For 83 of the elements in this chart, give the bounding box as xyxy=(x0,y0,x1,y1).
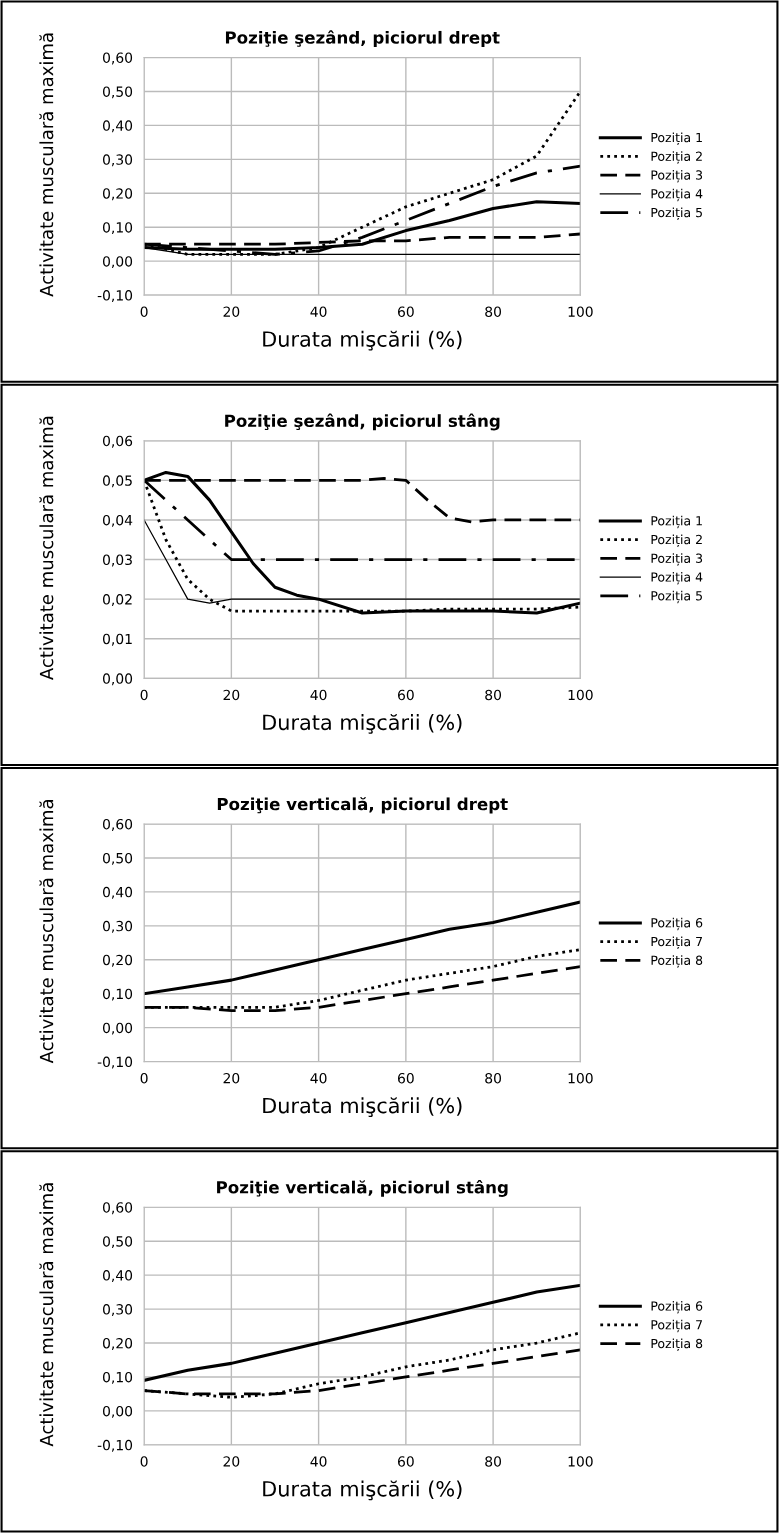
legend-label: Poziția 5 xyxy=(651,207,702,221)
y-tick-label: 0,30 xyxy=(103,920,133,933)
y-tick-label: 0,40 xyxy=(103,1270,133,1283)
y-tick-label: 0,40 xyxy=(103,886,133,899)
y-tick-label: 0,30 xyxy=(103,1304,133,1316)
legend-label: Poziția 8 xyxy=(651,1338,703,1352)
x-tick-label: 100 xyxy=(568,689,593,701)
y-axis-title: Activitate musculară maximă xyxy=(39,800,54,1064)
y-tick-label: 0,20 xyxy=(103,954,133,967)
legend-label: Poziția 7 xyxy=(651,936,702,950)
x-tick-label: 60 xyxy=(397,689,414,701)
y-tick-label: 0,50 xyxy=(103,86,133,99)
x-axis-title: Durata mişcării (%) xyxy=(263,713,462,734)
x-tick-label: 0 xyxy=(140,689,148,701)
x-tick-label: 60 xyxy=(397,1456,414,1467)
x-tick-label: 40 xyxy=(310,1456,327,1467)
y-tick-label: 0,50 xyxy=(103,1236,133,1249)
x-tick-label: 100 xyxy=(568,306,593,317)
x-axis-title: Durata mişcării (%) xyxy=(263,330,462,351)
y-tick-label: 0,03 xyxy=(103,554,132,567)
x-tick-label: 60 xyxy=(397,1072,414,1084)
x-tick-label: 20 xyxy=(223,1072,240,1084)
x-axis-title: Durata mişcării (%) xyxy=(263,1480,462,1501)
x-tick-label: 40 xyxy=(310,1072,327,1084)
y-tick-label: 0,01 xyxy=(103,633,132,646)
legend-label: Poziția 6 xyxy=(651,917,703,931)
y-tick-label: -0,10 xyxy=(97,1439,133,1452)
y-tick-label: 0,00 xyxy=(103,673,133,686)
legend-label: Poziția 7 xyxy=(651,1319,702,1333)
y-tick-label: 0,60 xyxy=(103,52,133,65)
legend-label: Poziția 2 xyxy=(651,151,702,164)
x-tick-label: 100 xyxy=(568,1072,593,1084)
y-tick-label: 0,00 xyxy=(103,256,133,269)
x-axis-title: Durata mişcării (%) xyxy=(263,1097,462,1118)
y-tick-label: 0,10 xyxy=(103,1371,133,1384)
y-axis-title: Activitate musculară maximă xyxy=(39,1183,54,1447)
legend-label: Poziția 6 xyxy=(651,1301,703,1314)
legend-label: Poziția 1 xyxy=(651,132,702,146)
chart-title: Poziţie şezând, piciorul drept xyxy=(225,30,500,48)
chart-title: Poziţie verticală, piciorul drept xyxy=(217,797,508,814)
x-tick-label: 20 xyxy=(223,306,240,317)
y-tick-label: 0,30 xyxy=(103,154,133,167)
x-tick-label: 0 xyxy=(140,1456,148,1467)
y-axis-title: Activitate musculară maximă xyxy=(39,33,54,297)
y-tick-label: 0,00 xyxy=(103,1405,133,1418)
legend-label: Poziția 3 xyxy=(651,170,703,183)
y-tick-label: 0,50 xyxy=(103,852,133,865)
chart-title: Poziţie verticală, piciorul stâng xyxy=(217,1180,508,1197)
x-tick-label: 40 xyxy=(310,689,327,701)
legend-label: Poziția 1 xyxy=(651,515,702,529)
y-tick-label: 0,04 xyxy=(103,514,133,527)
x-tick-label: 20 xyxy=(223,1456,240,1467)
y-tick-label: -0,10 xyxy=(97,290,133,302)
legend-label: Poziția 8 xyxy=(651,955,703,968)
x-tick-label: 0 xyxy=(140,306,148,317)
y-tick-label: 0,06 xyxy=(103,435,133,448)
y-tick-label: 0,05 xyxy=(103,475,132,488)
x-tick-label: 40 xyxy=(310,306,327,317)
legend-label: Poziția 4 xyxy=(651,188,703,202)
y-tick-label: 0,20 xyxy=(103,188,133,201)
legend-label: Poziția 3 xyxy=(651,553,703,566)
y-tick-label: 0,10 xyxy=(103,222,133,235)
x-tick-label: 80 xyxy=(485,689,502,701)
x-tick-label: 80 xyxy=(485,306,502,317)
y-tick-label: 0,02 xyxy=(103,594,132,607)
x-tick-label: 100 xyxy=(568,1456,593,1467)
y-axis-title: Activitate musculară maximă xyxy=(39,416,54,680)
y-tick-label: 0,40 xyxy=(103,120,133,133)
legend-label: Poziția 5 xyxy=(651,590,702,604)
legend-label: Poziția 2 xyxy=(651,534,702,548)
x-tick-label: 60 xyxy=(397,306,414,317)
y-tick-label: -0,10 xyxy=(97,1056,133,1069)
chart-title: Poziţie şezând, piciorul stâng xyxy=(225,413,500,431)
y-tick-label: 0,00 xyxy=(103,1022,133,1035)
x-tick-label: 80 xyxy=(485,1456,502,1467)
y-tick-label: 0,10 xyxy=(103,988,133,1001)
x-tick-label: 80 xyxy=(485,1072,502,1084)
y-tick-label: 0,20 xyxy=(103,1337,133,1350)
x-tick-label: 0 xyxy=(140,1072,148,1084)
legend-label: Poziția 4 xyxy=(651,572,703,585)
y-tick-label: 0,60 xyxy=(103,818,133,831)
x-tick-label: 20 xyxy=(223,689,240,701)
y-tick-label: 0,60 xyxy=(103,1202,133,1215)
